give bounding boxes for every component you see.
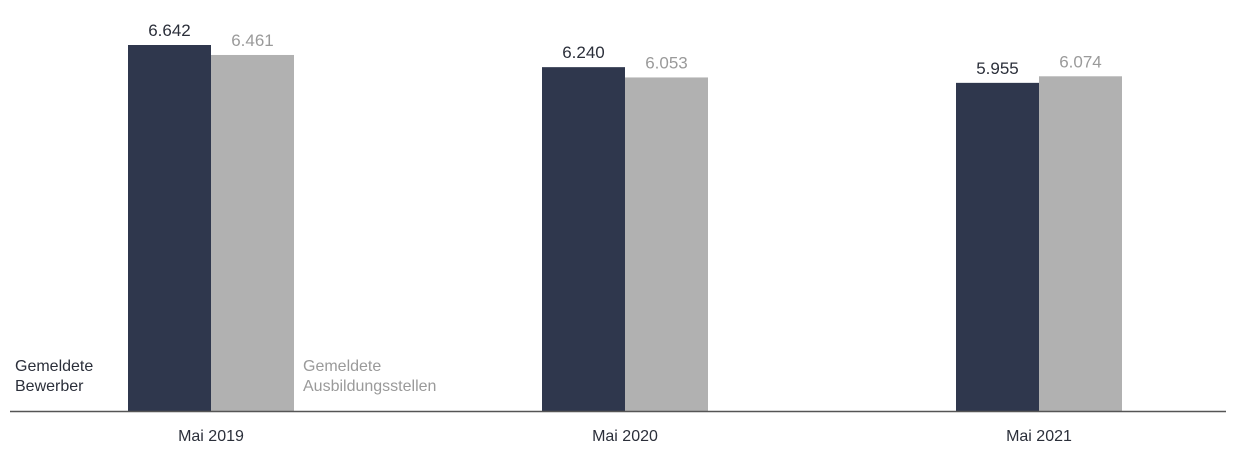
bars-layer: [128, 45, 1122, 412]
legend-layer: Gemeldete Bewerber Gemeldete Ausbildungsste…: [15, 358, 436, 395]
category-label: Mai 2020: [592, 428, 658, 445]
bar-ausbildungsstellen-1: [625, 77, 708, 412]
value-label: 6.053: [645, 53, 688, 72]
value-labels-layer: 6.642 6.461 6.240 6.053 5.955 6.074: [148, 21, 1102, 78]
value-label: 6.240: [562, 43, 605, 62]
bar-bewerber-2: [956, 82, 1039, 411]
value-label: 6.074: [1059, 52, 1102, 71]
value-label: 5.955: [976, 59, 1019, 78]
value-label: 6.461: [231, 31, 274, 50]
category-label: Mai 2019: [178, 428, 244, 445]
legend-label-bewerber: Gemeldete: [15, 358, 93, 375]
bar-bewerber-1: [542, 67, 625, 411]
value-label: 6.642: [148, 21, 191, 40]
bar-ausbildungsstellen-2: [1039, 76, 1122, 411]
bar-bewerber-0: [128, 45, 211, 411]
legend-label-ausbildungsstellen: Gemeldete: [303, 358, 381, 375]
legend-label-ausbildungsstellen: Ausbildungsstellen: [303, 378, 436, 395]
legend-label-bewerber: Bewerber: [15, 378, 84, 395]
category-labels-layer: Mai 2019 Mai 2020 Mai 2021: [178, 428, 1072, 445]
category-label: Mai 2021: [1006, 428, 1072, 445]
bar-ausbildungsstellen-0: [211, 54, 294, 411]
